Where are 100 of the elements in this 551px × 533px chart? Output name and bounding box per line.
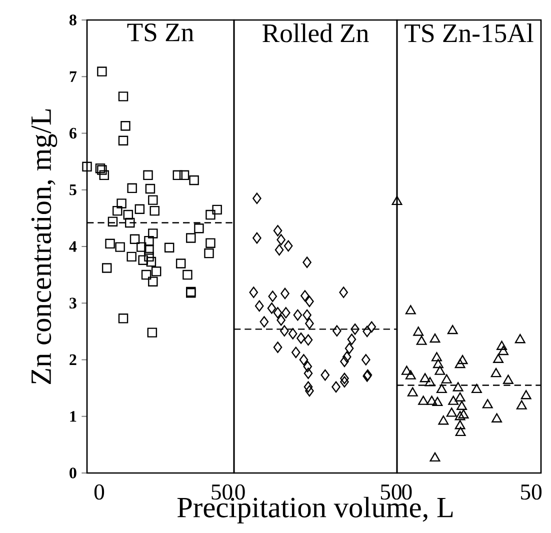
point — [392, 196, 402, 206]
point — [206, 238, 216, 248]
point — [108, 216, 118, 226]
x-tick-label: 50 — [521, 484, 542, 500]
point — [186, 233, 196, 243]
point — [280, 288, 290, 300]
point — [141, 270, 152, 280]
point — [118, 92, 128, 102]
point — [120, 121, 130, 131]
point — [482, 399, 493, 408]
point — [273, 224, 282, 236]
point — [130, 234, 140, 244]
point — [458, 409, 469, 418]
point — [416, 336, 427, 345]
point — [454, 392, 466, 402]
point — [340, 376, 349, 388]
point — [179, 170, 190, 180]
point — [496, 340, 507, 350]
point — [118, 314, 128, 324]
y-tick-label: 2 — [70, 354, 76, 366]
point — [299, 354, 308, 366]
point — [401, 366, 412, 375]
point — [118, 136, 128, 146]
point — [189, 175, 199, 186]
point — [206, 210, 216, 220]
point — [320, 369, 330, 381]
point — [291, 346, 300, 358]
point — [347, 334, 356, 346]
point — [520, 390, 532, 400]
point — [405, 305, 416, 314]
point — [436, 384, 447, 394]
point — [249, 286, 258, 298]
point — [116, 198, 126, 208]
point — [212, 204, 222, 215]
point — [454, 420, 466, 430]
point — [302, 256, 312, 268]
point — [432, 352, 442, 362]
point — [490, 368, 502, 378]
point — [362, 354, 370, 366]
point — [452, 382, 464, 392]
point — [99, 170, 110, 180]
point — [102, 263, 112, 273]
point — [430, 452, 440, 462]
point — [344, 342, 354, 354]
point — [340, 356, 349, 368]
point — [274, 244, 284, 256]
point — [276, 234, 286, 246]
point — [123, 210, 134, 220]
point — [413, 326, 424, 336]
y-tick-label: 1 — [70, 411, 76, 422]
x-tick-label: 50 — [212, 484, 232, 500]
point — [407, 387, 418, 396]
point — [456, 400, 468, 410]
point — [144, 252, 154, 262]
point — [448, 396, 459, 405]
point — [125, 218, 135, 228]
point — [112, 206, 122, 216]
point — [273, 342, 282, 353]
point — [296, 332, 306, 344]
point — [148, 195, 158, 205]
point — [267, 302, 276, 314]
point — [405, 370, 416, 380]
point — [492, 413, 502, 422]
point — [498, 346, 508, 356]
point — [145, 184, 156, 194]
x-tick-label: 0 — [94, 484, 104, 500]
point — [305, 296, 314, 308]
y-tick-label: 7 — [70, 71, 77, 82]
point — [254, 300, 264, 312]
point — [284, 240, 293, 252]
point — [288, 328, 298, 340]
point — [82, 162, 92, 172]
point — [293, 309, 302, 321]
point — [148, 276, 158, 286]
point — [126, 252, 136, 262]
point — [252, 192, 262, 204]
point — [182, 270, 192, 280]
point — [454, 410, 466, 420]
point — [432, 396, 443, 406]
point — [282, 307, 290, 318]
y-tick-label: 4 — [69, 241, 77, 252]
x-tick-label: 0 — [235, 484, 245, 500]
point — [420, 373, 430, 382]
y-tick-label: 6 — [70, 128, 76, 139]
point — [430, 333, 440, 343]
point — [105, 238, 115, 249]
point — [172, 170, 183, 180]
point — [514, 334, 526, 344]
point — [516, 400, 527, 410]
point — [305, 318, 314, 330]
point — [280, 325, 289, 337]
point — [332, 381, 340, 393]
point — [303, 360, 312, 372]
point — [146, 256, 156, 267]
point — [426, 396, 437, 405]
point — [455, 426, 466, 436]
point — [144, 236, 154, 246]
point — [438, 416, 449, 425]
point — [115, 242, 125, 252]
y-tick-label: 3 — [70, 298, 76, 308]
